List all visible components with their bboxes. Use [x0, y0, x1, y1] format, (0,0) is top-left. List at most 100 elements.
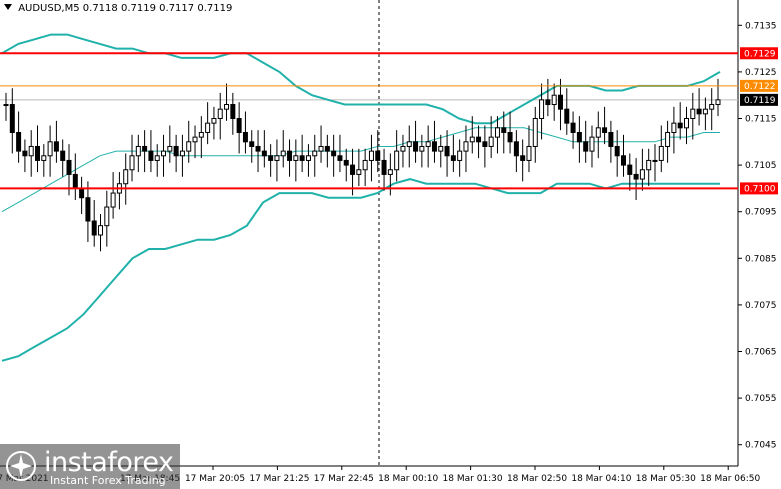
ohlc-low: 0.7117 — [159, 3, 195, 14]
candle-body — [633, 173, 639, 180]
candle-body — [589, 136, 595, 152]
candle-body — [350, 164, 356, 175]
candle-body — [91, 220, 97, 236]
candle-body — [318, 145, 324, 152]
y-tick-label: 0.7075 — [745, 301, 777, 311]
candle-body — [671, 122, 677, 133]
candle-body — [312, 150, 318, 157]
logo-tagline: Instant Forex Trading — [50, 474, 166, 487]
candle-body — [41, 155, 47, 161]
candle-body — [683, 118, 689, 129]
candle-body — [570, 122, 576, 133]
candle-body — [287, 150, 293, 161]
candle-body — [217, 108, 223, 119]
x-tick-label: 18 Mar 00:10 — [378, 474, 438, 484]
candle-body — [305, 155, 311, 161]
candle-body — [627, 164, 633, 175]
candle-body — [639, 169, 645, 180]
candle-body — [198, 131, 204, 138]
candle-body — [186, 141, 192, 152]
ohlc-open: 0.7118 — [82, 3, 118, 14]
y-tick-label: 0.7045 — [745, 441, 777, 451]
x-tick-label: 17 Mar 21:25 — [249, 474, 309, 484]
candle-body — [268, 155, 274, 161]
bollinger-lower-band — [1, 178, 720, 362]
candle-body — [368, 150, 374, 161]
candle-body — [242, 131, 248, 143]
y-tick-label: 0.7095 — [745, 208, 777, 218]
x-tick-label: 18 Mar 05:30 — [636, 474, 696, 484]
x-tick-label: 17 Mar 22:45 — [314, 474, 374, 484]
candle-body — [299, 155, 305, 161]
candle-body — [438, 145, 444, 152]
y-tick-label: 0.7085 — [745, 254, 777, 264]
candle-body — [179, 150, 185, 157]
logo-brand: instaforex — [44, 447, 174, 478]
level-label: 0.7100 — [744, 184, 776, 194]
y-tick-label: 0.7125 — [745, 68, 777, 78]
candle-body — [557, 94, 563, 110]
candle-body — [595, 127, 601, 138]
candle-body — [646, 159, 652, 171]
candle-body — [532, 118, 538, 147]
candle-body — [431, 141, 437, 152]
candle-body — [652, 159, 658, 162]
symbol-label: AUDUSD,M5 — [18, 3, 80, 14]
x-tick-label: 17 Mar 20:05 — [185, 474, 245, 484]
candle-body — [583, 141, 589, 152]
candle-body — [60, 150, 66, 161]
y-tick-label: 0.7115 — [745, 115, 777, 125]
candle-body — [444, 145, 450, 157]
candle-body — [696, 108, 702, 115]
level-label-bg — [740, 79, 778, 92]
candle-body — [677, 122, 683, 129]
candle-body — [324, 145, 330, 152]
candle-body — [98, 225, 104, 236]
candle-body — [520, 155, 526, 161]
candle-body — [123, 169, 129, 185]
candle-body — [205, 122, 211, 133]
level-label: 0.7129 — [744, 49, 776, 59]
candle-body — [413, 141, 419, 152]
candle-body — [457, 150, 463, 161]
candle-body — [261, 150, 267, 157]
bollinger-middle-band — [1, 127, 720, 213]
candle-body — [482, 141, 488, 147]
candle-body — [337, 155, 343, 161]
y-tick-label: 0.7065 — [745, 348, 777, 358]
candle-body — [608, 131, 614, 147]
candle-body — [425, 141, 431, 147]
collapse-triangle-icon[interactable] — [4, 4, 12, 10]
x-tick-label: 18 Mar 01:30 — [443, 474, 503, 484]
candle-body — [211, 118, 217, 124]
candle-body — [236, 118, 242, 133]
candle-body — [406, 141, 412, 147]
y-tick-label: 0.7105 — [745, 161, 777, 171]
level-label-bg — [740, 47, 778, 60]
candle-body — [135, 145, 141, 157]
x-tick-label: 18 Mar 02:50 — [507, 474, 567, 484]
candle-body — [400, 145, 406, 152]
candle-body — [419, 145, 425, 152]
level-label: 0.7122 — [744, 82, 776, 92]
candle-body — [539, 99, 545, 119]
candle-body — [72, 173, 78, 189]
candle-body — [154, 155, 160, 161]
candle-body — [343, 159, 349, 166]
candle-body — [463, 141, 469, 152]
candle-body — [576, 131, 582, 143]
instaforex-watermark: instaforex Instant Forex Trading — [0, 444, 180, 489]
x-tick-label: 18 Mar 06:50 — [700, 474, 760, 484]
current-price-label: 0.7119 — [744, 96, 776, 106]
current-price-label-bg — [740, 93, 778, 106]
candle-body — [715, 99, 721, 106]
candle-body — [85, 197, 91, 222]
candle-body — [356, 169, 362, 175]
candle-body — [526, 145, 532, 161]
candle-body — [280, 150, 286, 157]
candle-body — [394, 150, 400, 171]
candle-body — [104, 206, 110, 227]
candle-body — [702, 108, 708, 115]
candle-body — [66, 159, 72, 175]
